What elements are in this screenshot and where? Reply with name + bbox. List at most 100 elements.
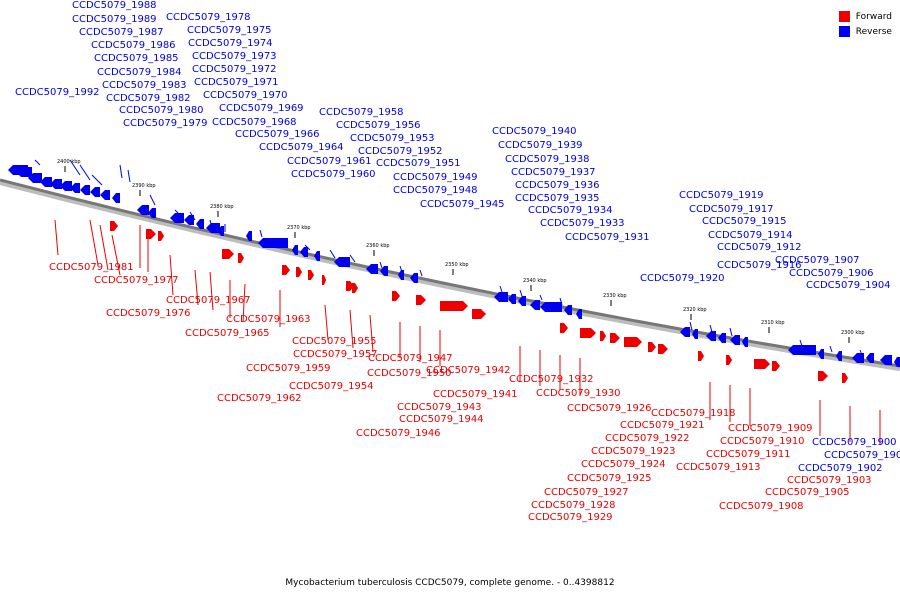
reverse-gene-feature — [730, 335, 740, 345]
forward-gene-feature — [818, 371, 828, 381]
gene-label: CCDC5079_1979 — [123, 118, 208, 129]
gene-label: CCDC5079_1983 — [102, 80, 187, 91]
leader-line-reverse — [69, 159, 81, 176]
forward-gene-feature — [416, 295, 426, 305]
gene-label: CCDC5079_1943 — [397, 402, 482, 413]
reverse-gene-feature — [80, 185, 90, 195]
gene-label: CCDC5079_1912 — [717, 242, 802, 253]
gene-label: CCDC5079_1906 — [789, 268, 874, 279]
leader-line-forward — [242, 283, 246, 323]
leader-line-reverse — [79, 164, 91, 181]
reverse-gene-feature — [852, 353, 864, 363]
reverse-gene-feature — [314, 251, 320, 261]
gene-label: CCDC5079_1957 — [293, 349, 378, 360]
gene-label: CCDC5079_1945 — [420, 199, 505, 210]
tick-label: 2360 kbp — [366, 243, 390, 249]
forward-gene-feature — [146, 229, 156, 239]
gene-label: CCDC5079_1925 — [567, 473, 652, 484]
gene-label: CCDC5079_1992 — [15, 87, 100, 98]
gene-label: CCDC5079_1922 — [605, 433, 690, 444]
forward-gene-feature — [110, 221, 118, 231]
gene-features — [8, 165, 900, 383]
gene-label: CCDC5079_1974 — [188, 38, 273, 49]
gene-label: CCDC5079_1921 — [620, 420, 705, 431]
gene-label: CCDC5079_1955 — [292, 336, 377, 347]
gene-label: CCDC5079_1900 — [812, 437, 897, 448]
forward-gene-feature — [282, 265, 290, 275]
gene-label: CCDC5079_1905 — [765, 487, 850, 498]
reverse-gene-feature — [564, 305, 572, 315]
reverse-gene-feature — [518, 296, 526, 306]
reverse-gene-feature — [398, 270, 404, 280]
forward-gene-feature — [440, 301, 468, 311]
reverse-gene-feature — [680, 327, 690, 337]
forward-gene-feature — [222, 249, 234, 259]
gene-label: CCDC5079_1989 — [72, 14, 157, 25]
leader-line-reverse — [379, 261, 383, 269]
tick-label: 2400 kbp — [57, 159, 81, 165]
reverse-gene-feature — [137, 205, 149, 215]
legend-reverse: Reverse — [838, 24, 892, 39]
gene-label: CCDC5079_1968 — [212, 117, 297, 128]
reverse-gene-feature — [112, 193, 120, 203]
gene-label: CCDC5079_1941 — [433, 389, 518, 400]
legend-reverse-label: Reverse — [855, 26, 892, 37]
gene-label: CCDC5079_1949 — [393, 172, 478, 183]
gene-labels: CCDC5079_1988CCDC5079_1989CCDC5079_1987C… — [15, 0, 900, 523]
gene-label: CCDC5079_1978 — [166, 12, 251, 23]
gene-label: CCDC5079_1915 — [702, 216, 787, 227]
gene-label: CCDC5079_1940 — [492, 126, 577, 137]
gene-label: CCDC5079_1936 — [515, 180, 600, 191]
gene-label: CCDC5079_1982 — [106, 93, 191, 104]
gene-label: CCDC5079_1904 — [806, 280, 891, 291]
forward-gene-feature — [624, 337, 642, 347]
reverse-gene-feature — [692, 329, 698, 339]
gene-label: CCDC5079_1981 — [49, 262, 134, 273]
reverse-gene-feature — [530, 300, 540, 310]
gene-label: CCDC5079_1918 — [651, 408, 736, 419]
reverse-gene-feature — [16, 167, 32, 177]
tick-label: 2390 kbp — [132, 183, 156, 189]
gene-label: CCDC5079_1917 — [689, 204, 774, 215]
reverse-gene-feature — [70, 183, 80, 193]
leader-line-forward — [54, 219, 59, 256]
legend-forward: Forward — [838, 9, 892, 24]
tick-label: 2320 kbp — [683, 307, 707, 313]
reverse-gene-feature — [788, 345, 816, 355]
leader-line-reverse — [127, 169, 131, 183]
forward-gene-feature — [322, 275, 326, 285]
gene-label: CCDC5079_1965 — [185, 328, 270, 339]
leader-line-reverse — [149, 194, 156, 206]
forward-gene-feature — [610, 333, 620, 343]
reverse-gene-feature — [184, 215, 194, 225]
gene-label: CCDC5079_1926 — [567, 403, 652, 414]
forward-gene-feature — [580, 328, 596, 338]
reverse-gene-feature — [170, 213, 184, 223]
gene-label: CCDC5079_1946 — [356, 428, 441, 439]
gene-label: CCDC5079_1950 — [367, 368, 452, 379]
gene-label: CCDC5079_1952 — [358, 146, 443, 157]
gene-label: CCDC5079_1953 — [350, 133, 435, 144]
leader-line-reverse — [689, 321, 693, 331]
leader-line-forward — [369, 314, 374, 353]
gene-label: CCDC5079_1907 — [775, 255, 860, 266]
gene-label: CCDC5079_1969 — [219, 103, 304, 114]
gene-label: CCDC5079_1962 — [217, 393, 302, 404]
gene-label: CCDC5079_1985 — [94, 53, 179, 64]
forward-gene-feature — [842, 373, 848, 383]
reverse-gene-feature — [206, 223, 220, 233]
gene-label: CCDC5079_1902 — [798, 463, 883, 474]
gene-label: CCDC5079_1947 — [368, 353, 453, 364]
gene-label: CCDC5079_1956 — [336, 120, 421, 131]
tick-label: 2350 kbp — [445, 262, 469, 268]
tick-label: 2300 kbp — [841, 330, 865, 336]
reverse-gene-feature — [300, 247, 308, 257]
gene-label: CCDC5079_1975 — [187, 25, 272, 36]
forward-gene-feature — [560, 323, 568, 333]
leader-line-forward — [349, 309, 354, 349]
reverse-gene-feature — [540, 302, 562, 312]
reverse-gene-feature — [894, 357, 900, 367]
reverse-gene-feature — [818, 349, 824, 359]
leader-line-reverse — [34, 159, 41, 166]
